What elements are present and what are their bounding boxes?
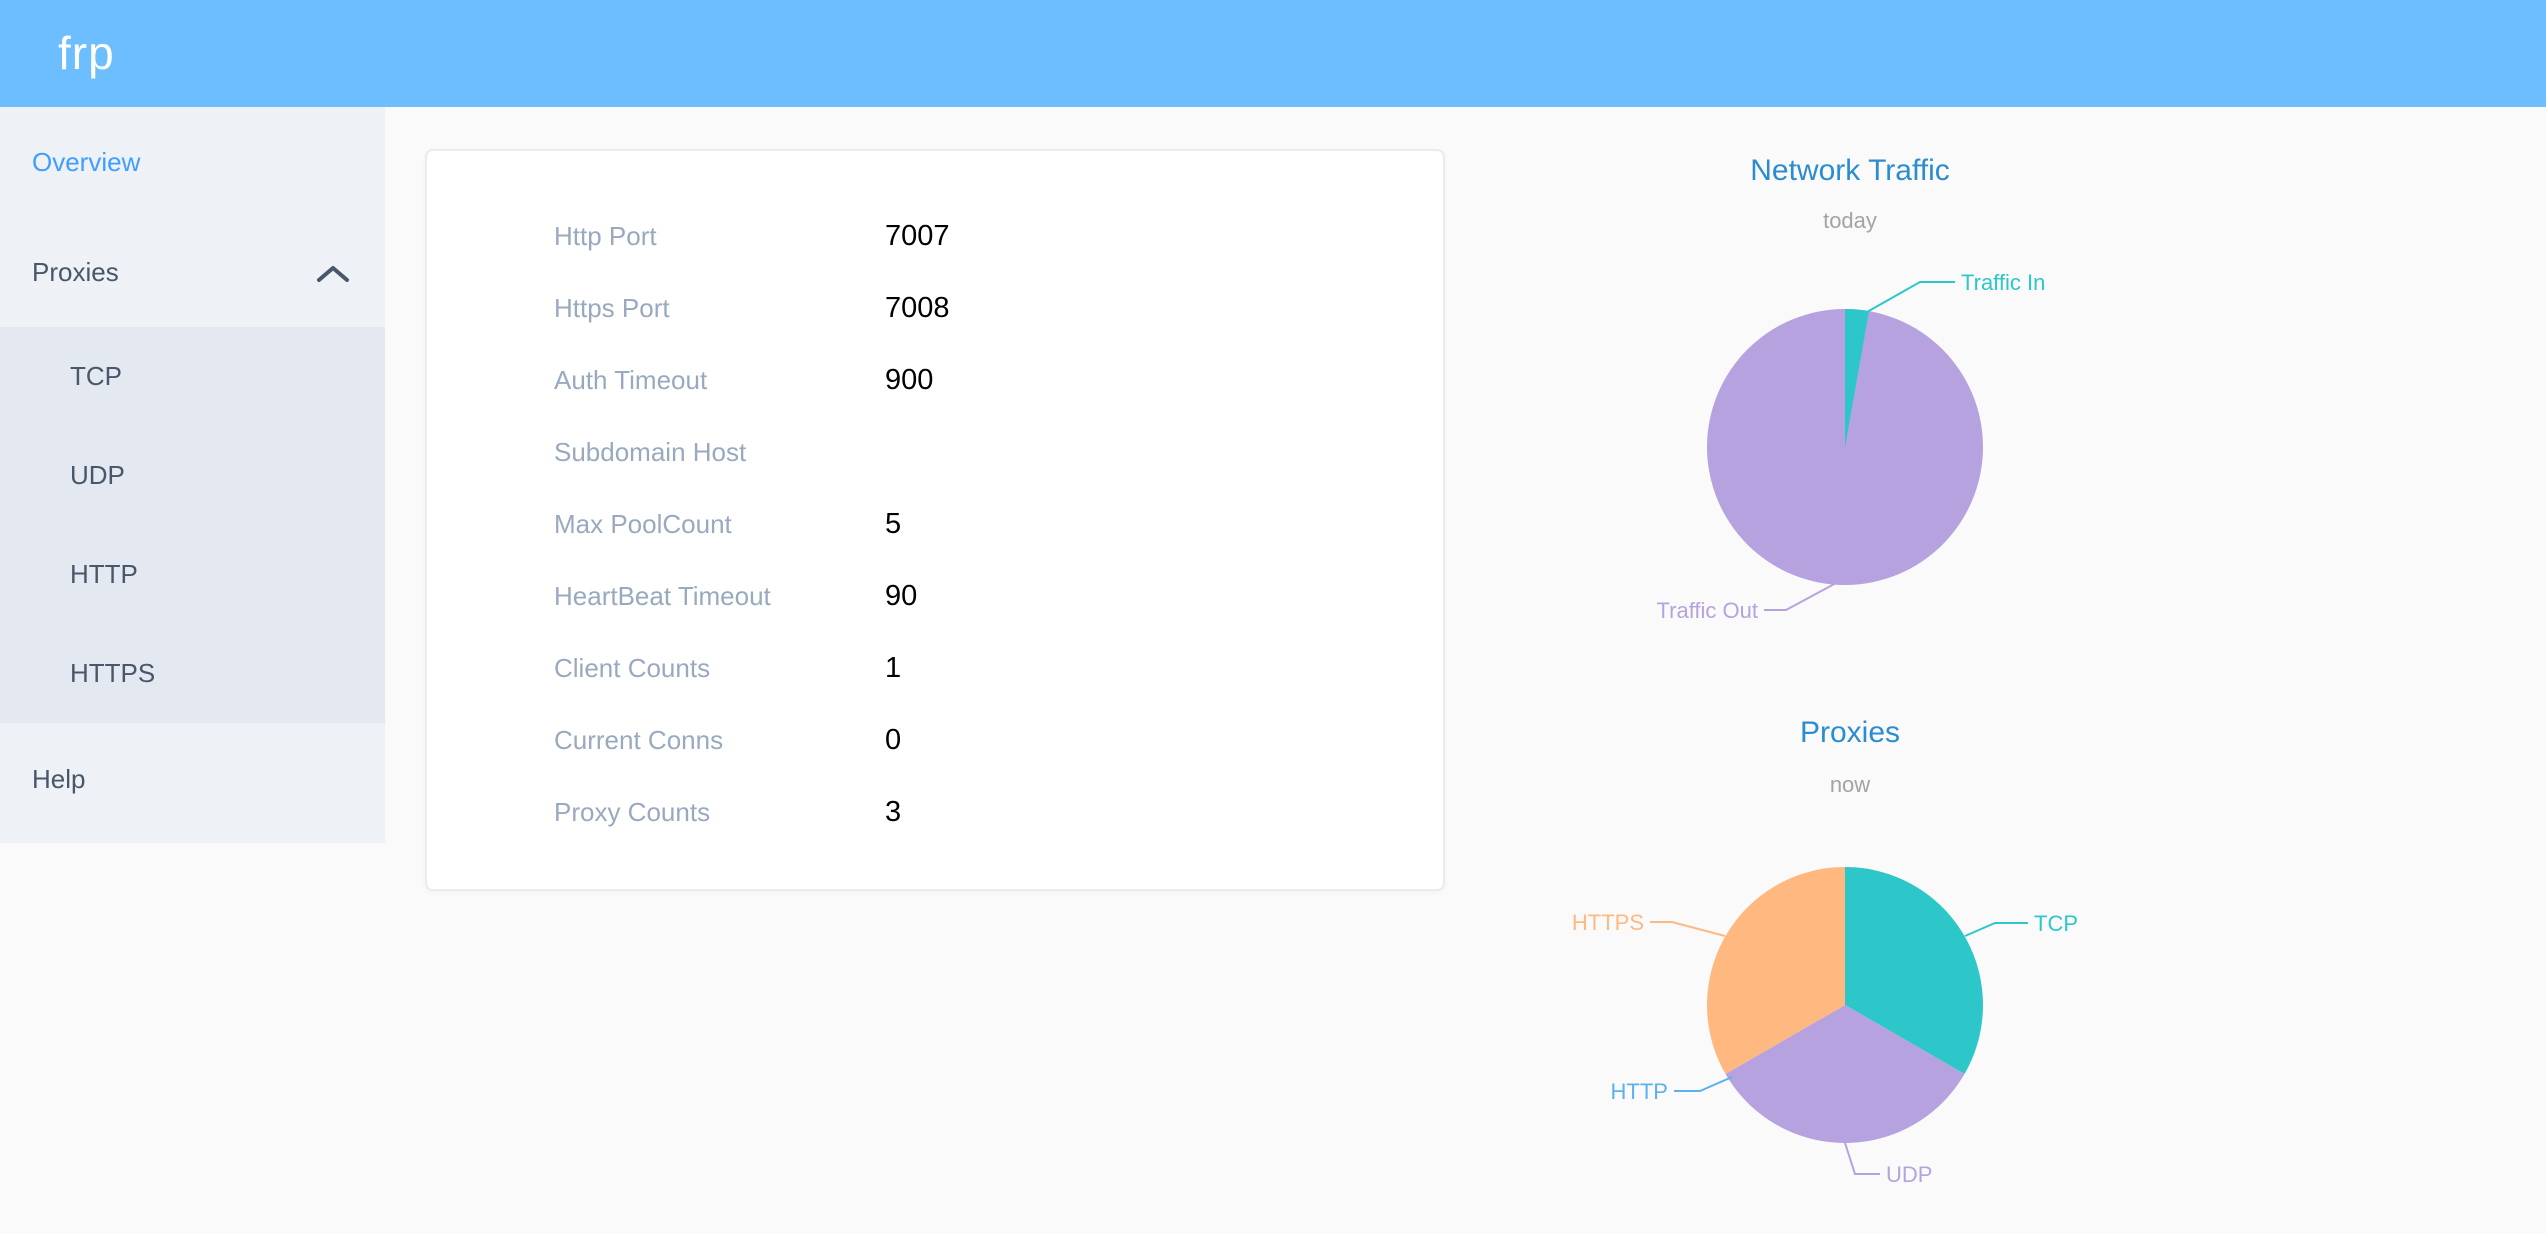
info-row-heartbeat-timeout: HeartBeat Timeout 90 <box>554 560 1443 632</box>
info-label: Proxy Counts <box>554 796 711 827</box>
pie-slice-tcp[interactable] <box>1845 867 1983 1074</box>
pie-label-udp: UDP <box>1886 1162 1932 1187</box>
info-label: Https Port <box>554 292 670 323</box>
server-info-card: Http Port 7007 Https Port 7008 Auth Time… <box>425 149 1445 891</box>
leader-line-tcp <box>1964 922 2028 937</box>
pie-label-tcp: TCP <box>2034 911 2078 936</box>
leader-line-traffic-out <box>1764 581 1839 611</box>
pie-label-traffic-out: Traffic Out <box>1657 598 1758 623</box>
info-label: Http Port <box>554 220 657 251</box>
info-row-auth-timeout: Auth Timeout 900 <box>554 344 1443 416</box>
info-label: Subdomain Host <box>554 436 747 467</box>
pie-slice-https[interactable] <box>1707 867 1845 1074</box>
info-value: 5 <box>885 507 902 540</box>
info-label: Max PoolCount <box>554 508 732 539</box>
info-label: HeartBeat Timeout <box>554 580 771 611</box>
leader-line-https <box>1650 921 1726 937</box>
info-value: 0 <box>885 723 902 756</box>
info-row-subdomain-host: Subdomain Host <box>554 416 1443 488</box>
info-row-max-poolcount: Max PoolCount 5 <box>554 488 1443 560</box>
sidebar-item-proxies[interactable]: Proxies <box>0 217 385 327</box>
proxies-pie: TCP HTTPS HTTP UDP <box>1572 867 2078 1187</box>
leader-line-traffic-in <box>1866 281 1955 313</box>
chevron-up-icon <box>315 261 351 283</box>
pie-label-http: HTTP <box>1611 1079 1668 1104</box>
frp-logo: frp <box>58 27 115 79</box>
chart-title: Network Traffic <box>1750 154 1950 187</box>
sidebar-item-http[interactable]: HTTP <box>70 559 138 589</box>
network-traffic-chart: Network Traffic today Traffic In Traffic… <box>1550 140 2150 680</box>
pie-slice-traffic-in[interactable] <box>1845 309 1869 447</box>
chart-subtitle: today <box>1823 208 1877 233</box>
leader-line-udp <box>1844 1142 1880 1175</box>
info-row-https-port: Https Port 7008 <box>554 272 1443 344</box>
sidebar-item-overview[interactable]: Overview <box>32 147 141 177</box>
sidebar-item-tcp[interactable]: TCP <box>70 361 122 391</box>
pie-label-https: HTTPS <box>1572 910 1644 935</box>
sidebar-item-https[interactable]: HTTPS <box>70 658 156 688</box>
app-header: frp <box>0 0 2546 107</box>
sidebar-item-udp[interactable]: UDP <box>70 460 125 490</box>
info-row-proxy-counts: Proxy Counts 3 <box>554 776 1443 848</box>
info-value: 900 <box>885 363 934 396</box>
network-traffic-pie: Traffic In Traffic Out <box>1657 270 2046 623</box>
info-value: 1 <box>885 651 902 684</box>
chart-title: Proxies <box>1799 716 1901 749</box>
proxies-chart: Proxies now TCP HTTPS HTTP UDP <box>1550 690 2150 1234</box>
info-label: Current Conns <box>554 724 724 755</box>
pie-slice-udp[interactable] <box>1725 1005 1965 1143</box>
sidebar-item-proxies-label: Proxies <box>32 256 119 287</box>
sidebar: Overview Proxies TCP UDP HTTP HTTPS Help <box>0 107 385 843</box>
info-value: 7007 <box>885 219 950 252</box>
info-row-client-counts: Client Counts 1 <box>554 632 1443 704</box>
chart-subtitle: now <box>1829 772 1871 797</box>
sidebar-item-help[interactable]: Help <box>32 764 86 794</box>
info-label: Client Counts <box>554 652 711 683</box>
info-row-http-port: Http Port 7007 <box>554 200 1443 272</box>
info-value: 7008 <box>885 291 950 324</box>
sidebar-submenu: TCP UDP HTTP HTTPS <box>0 327 385 723</box>
pie-label-traffic-in: Traffic In <box>1961 270 2045 295</box>
leader-line-http <box>1674 1076 1733 1092</box>
info-value: 90 <box>885 579 918 612</box>
info-value: 3 <box>885 795 902 828</box>
info-row-current-conns: Current Conns 0 <box>554 704 1443 776</box>
info-label: Auth Timeout <box>554 364 708 395</box>
